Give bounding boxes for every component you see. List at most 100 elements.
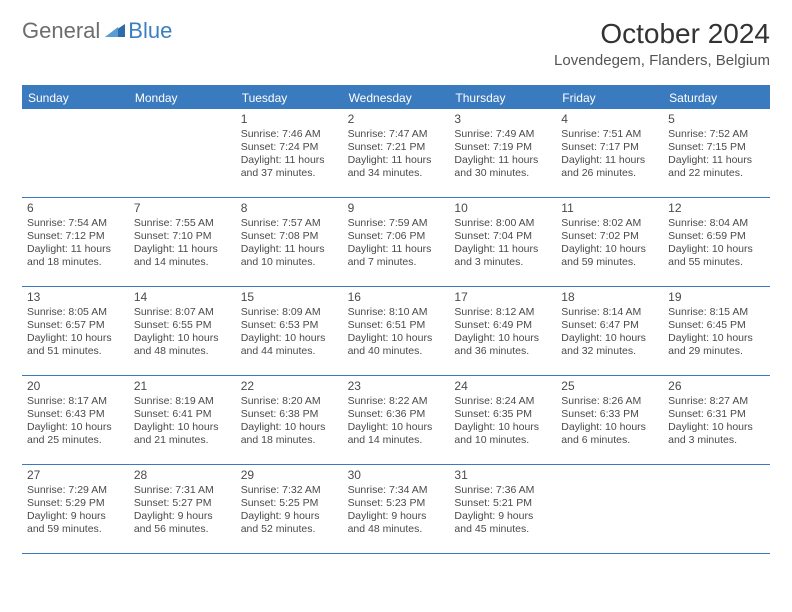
day-cell: 4 Sunrise: 7:51 AMSunset: 7:17 PMDaylight… [556, 109, 663, 197]
sunset-text: Sunset: 5:29 PM [27, 497, 124, 510]
day-cell: 8 Sunrise: 7:57 AMSunset: 7:08 PMDaylight… [236, 198, 343, 286]
day-cell: 31Sunrise: 7:36 AMSunset: 5:21 PMDayligh… [449, 465, 556, 553]
sunrise-text: Sunrise: 8:26 AM [561, 395, 658, 408]
sunrise-text: Sunrise: 8:19 AM [134, 395, 231, 408]
day-number: 12 [668, 201, 765, 215]
day-number: 14 [134, 290, 231, 304]
day-number: 29 [241, 468, 338, 482]
day-number: 18 [561, 290, 658, 304]
day-number: 31 [454, 468, 551, 482]
day-number: 9 [348, 201, 445, 215]
sunset-text: Sunset: 5:25 PM [241, 497, 338, 510]
sunset-text: Sunset: 6:35 PM [454, 408, 551, 421]
daylight-text: Daylight: 11 hours and 26 minutes. [561, 154, 658, 180]
day-number: 23 [348, 379, 445, 393]
day-number: 22 [241, 379, 338, 393]
day-number: 10 [454, 201, 551, 215]
sunset-text: Sunset: 7:06 PM [348, 230, 445, 243]
sunrise-text: Sunrise: 8:02 AM [561, 217, 658, 230]
daylight-text: Daylight: 11 hours and 18 minutes. [27, 243, 124, 269]
sunset-text: Sunset: 6:51 PM [348, 319, 445, 332]
sunrise-text: Sunrise: 7:47 AM [348, 128, 445, 141]
daylight-text: Daylight: 11 hours and 14 minutes. [134, 243, 231, 269]
daylight-text: Daylight: 10 hours and 14 minutes. [348, 421, 445, 447]
day-number: 21 [134, 379, 231, 393]
day-number: 17 [454, 290, 551, 304]
daylight-text: Daylight: 11 hours and 10 minutes. [241, 243, 338, 269]
daylight-text: Daylight: 10 hours and 51 minutes. [27, 332, 124, 358]
dow-thursday: Thursday [449, 87, 556, 109]
empty-cell [22, 109, 129, 197]
day-of-week-header: Sunday Monday Tuesday Wednesday Thursday… [22, 87, 770, 109]
header: General Blue October 2024 Lovendegem, Fl… [22, 18, 770, 69]
daylight-text: Daylight: 11 hours and 22 minutes. [668, 154, 765, 180]
sunset-text: Sunset: 7:15 PM [668, 141, 765, 154]
sunset-text: Sunset: 6:49 PM [454, 319, 551, 332]
sunset-text: Sunset: 7:17 PM [561, 141, 658, 154]
day-cell: 17Sunrise: 8:12 AMSunset: 6:49 PMDayligh… [449, 287, 556, 375]
sunrise-text: Sunrise: 7:54 AM [27, 217, 124, 230]
sunrise-text: Sunrise: 8:12 AM [454, 306, 551, 319]
day-cell: 2 Sunrise: 7:47 AMSunset: 7:21 PMDaylight… [343, 109, 450, 197]
sunset-text: Sunset: 6:53 PM [241, 319, 338, 332]
day-cell: 29Sunrise: 7:32 AMSunset: 5:25 PMDayligh… [236, 465, 343, 553]
day-cell: 15Sunrise: 8:09 AMSunset: 6:53 PMDayligh… [236, 287, 343, 375]
day-cell: 24Sunrise: 8:24 AMSunset: 6:35 PMDayligh… [449, 376, 556, 464]
sunset-text: Sunset: 7:24 PM [241, 141, 338, 154]
sunset-text: Sunset: 6:41 PM [134, 408, 231, 421]
day-cell: 14Sunrise: 8:07 AMSunset: 6:55 PMDayligh… [129, 287, 236, 375]
sunset-text: Sunset: 7:21 PM [348, 141, 445, 154]
day-cell: 3Sunrise: 7:49 AMSunset: 7:19 PMDaylight… [449, 109, 556, 197]
day-number: 4 [561, 112, 658, 126]
day-cell: 20Sunrise: 8:17 AMSunset: 6:43 PMDayligh… [22, 376, 129, 464]
day-number: 19 [668, 290, 765, 304]
day-cell: 10Sunrise: 8:00 AMSunset: 7:04 PMDayligh… [449, 198, 556, 286]
day-number: 8 [241, 201, 338, 215]
day-cell: 19Sunrise: 8:15 AMSunset: 6:45 PMDayligh… [663, 287, 770, 375]
sunrise-text: Sunrise: 8:10 AM [348, 306, 445, 319]
day-cell: 25Sunrise: 8:26 AMSunset: 6:33 PMDayligh… [556, 376, 663, 464]
day-number: 7 [134, 201, 231, 215]
empty-cell [129, 109, 236, 197]
sunrise-text: Sunrise: 7:51 AM [561, 128, 658, 141]
day-cell: 26Sunrise: 8:27 AMSunset: 6:31 PMDayligh… [663, 376, 770, 464]
dow-monday: Monday [129, 87, 236, 109]
empty-cell [663, 465, 770, 553]
dow-sunday: Sunday [22, 87, 129, 109]
day-number: 3 [454, 112, 551, 126]
daylight-text: Daylight: 10 hours and 18 minutes. [241, 421, 338, 447]
week-row: 1Sunrise: 7:46 AMSunset: 7:24 PMDaylight… [22, 109, 770, 198]
sunrise-text: Sunrise: 7:46 AM [241, 128, 338, 141]
day-number: 6 [27, 201, 124, 215]
weeks-container: 1Sunrise: 7:46 AMSunset: 7:24 PMDaylight… [22, 109, 770, 554]
daylight-text: Daylight: 9 hours and 59 minutes. [27, 510, 124, 536]
sunset-text: Sunset: 5:21 PM [454, 497, 551, 510]
day-number: 11 [561, 201, 658, 215]
daylight-text: Daylight: 11 hours and 37 minutes. [241, 154, 338, 180]
dow-saturday: Saturday [663, 87, 770, 109]
sunset-text: Sunset: 7:08 PM [241, 230, 338, 243]
sunrise-text: Sunrise: 7:36 AM [454, 484, 551, 497]
sunrise-text: Sunrise: 7:59 AM [348, 217, 445, 230]
day-cell: 23Sunrise: 8:22 AMSunset: 6:36 PMDayligh… [343, 376, 450, 464]
day-number: 26 [668, 379, 765, 393]
sunrise-text: Sunrise: 8:04 AM [668, 217, 765, 230]
empty-cell [556, 465, 663, 553]
daylight-text: Daylight: 10 hours and 21 minutes. [134, 421, 231, 447]
daylight-text: Daylight: 11 hours and 7 minutes. [348, 243, 445, 269]
sunrise-text: Sunrise: 7:29 AM [27, 484, 124, 497]
day-number: 2 [348, 112, 445, 126]
day-cell: 28Sunrise: 7:31 AMSunset: 5:27 PMDayligh… [129, 465, 236, 553]
sunrise-text: Sunrise: 7:57 AM [241, 217, 338, 230]
daylight-text: Daylight: 10 hours and 59 minutes. [561, 243, 658, 269]
day-cell: 16Sunrise: 8:10 AMSunset: 6:51 PMDayligh… [343, 287, 450, 375]
sunset-text: Sunset: 6:36 PM [348, 408, 445, 421]
logo-triangle-icon [105, 21, 125, 42]
dow-wednesday: Wednesday [343, 87, 450, 109]
daylight-text: Daylight: 11 hours and 34 minutes. [348, 154, 445, 180]
day-cell: 11Sunrise: 8:02 AMSunset: 7:02 PMDayligh… [556, 198, 663, 286]
sunset-text: Sunset: 7:04 PM [454, 230, 551, 243]
title-block: October 2024 Lovendegem, Flanders, Belgi… [554, 18, 770, 69]
day-number: 13 [27, 290, 124, 304]
sunrise-text: Sunrise: 8:07 AM [134, 306, 231, 319]
